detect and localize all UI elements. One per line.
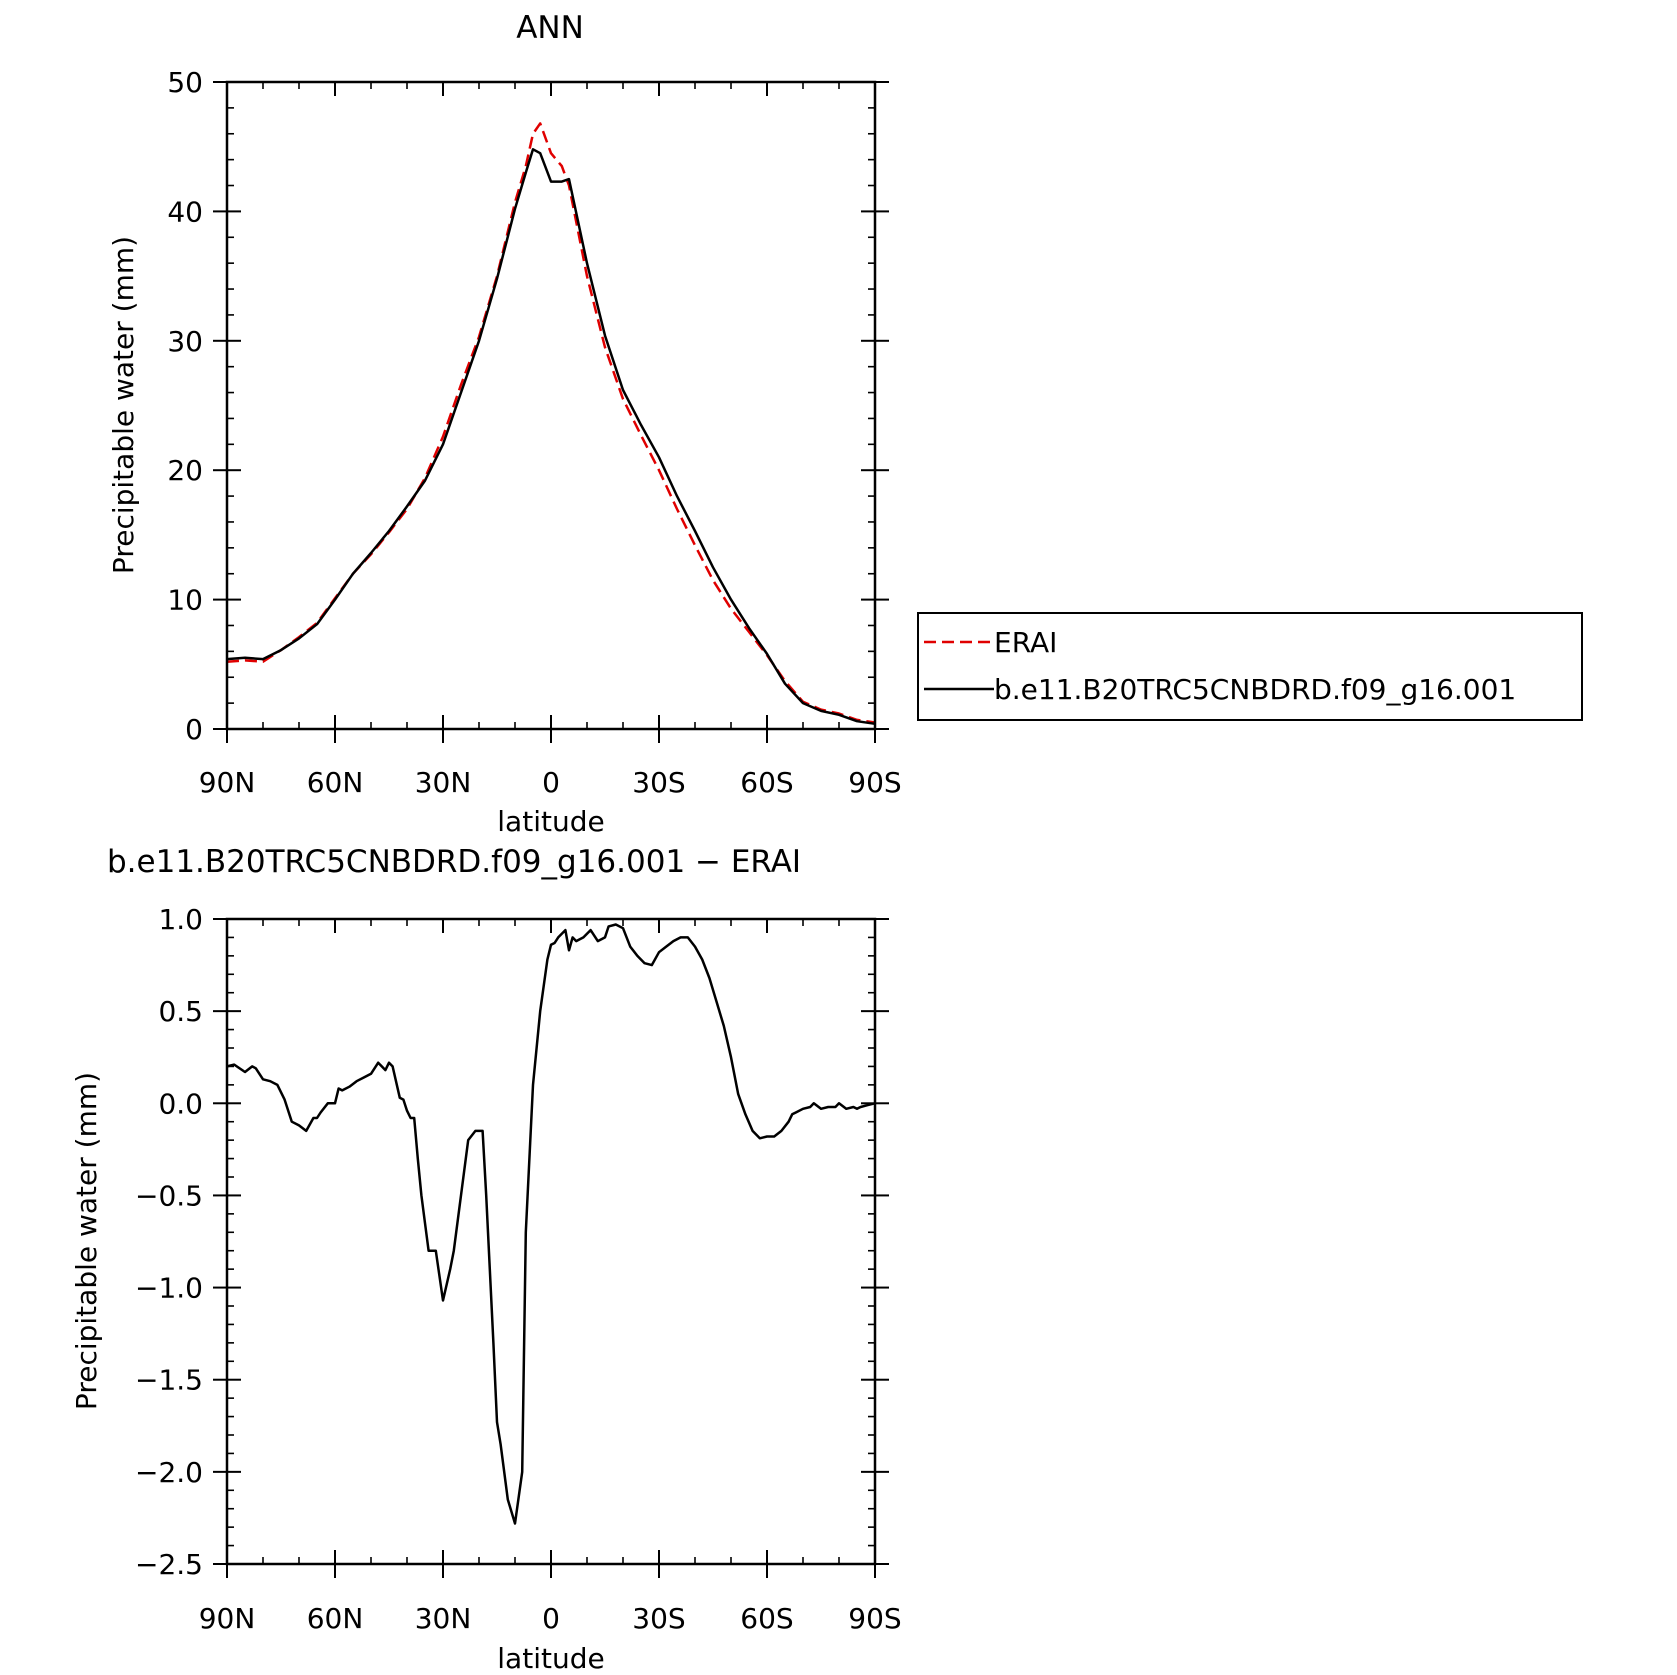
bottom-x-tick-label: 90S [848,1602,901,1635]
bottom-y-axis-label: Precipitable water (mm) [70,1072,103,1410]
top-x-tick-label: 30S [632,766,685,799]
top-y-tick-label: 10 [167,584,203,617]
legend-erai-label: ERAI [994,626,1057,659]
bottom-series-group [226,923,876,1525]
bottom-x-tick-label: 30S [632,1602,685,1635]
top-x-tick-label: 90N [199,766,256,799]
bottom-x-tick-label: 90N [199,1602,256,1635]
top-y-tick-labels: 0 10 20 30 40 50 [167,66,203,746]
top-x-tick-label: 60N [307,766,364,799]
bottom-y-tick-label: −2.0 [135,1456,203,1489]
top-series-line-model [226,148,876,726]
legend: ERAI b.e11.B20TRC5CNBDRD.f09_g16.001 [917,612,1583,721]
bottom-y-tick-label: 0.5 [158,995,203,1028]
bottom-series-line-model [226,923,876,1525]
top-series-group [226,122,876,726]
bottom-y-tick-label: −1.0 [135,1272,203,1305]
top-y-tick-label: 50 [167,66,203,99]
top-x-axis-label: latitude [497,805,604,838]
bottom-y-tick-label: −2.5 [135,1548,203,1581]
top-y-tick-label: 0 [185,713,203,746]
top-panel: ANN 90N 60N 30N 0 30S 60S 90S 0 10 20 30 40 50 lati… [107,10,902,838]
bottom-x-tick-label: 60N [307,1602,364,1635]
bottom-x-tick-label: 0 [542,1602,560,1635]
bottom-x-tick-labels: 90N 60N 30N 0 30S 60S 90S [199,1602,902,1635]
top-plot-frame [225,80,877,731]
bottom-x-axis-label: latitude [497,1642,604,1675]
bottom-y-tick-label: −0.5 [135,1179,203,1212]
top-y-tick-label: 20 [167,454,203,487]
bottom-y-tick-label: 0.0 [158,1087,203,1120]
top-x-tick-labels: 90N 60N 30N 0 30S 60S 90S [199,766,902,799]
top-x-tick-label: 30N [415,766,472,799]
bottom-plot-frame [225,917,877,1566]
bottom-chart-title: b.e11.B20TRC5CNBDRD.f09_g16.001 − ERAI [107,844,801,880]
legend-box [917,612,1583,721]
top-y-tick-label: 40 [167,195,203,228]
bottom-panel: b.e11.B20TRC5CNBDRD.f09_g16.001 − ERAI 9… [70,844,902,1675]
bottom-x-tick-label: 30N [415,1602,472,1635]
top-x-tick-label: 0 [542,766,560,799]
top-x-tick-label: 60S [740,766,793,799]
top-x-tick-label: 90S [848,766,901,799]
bottom-y-tick-labels: 1.0 0.5 0.0 −0.5 −1.0 −1.5 −2.0 −2.5 [135,903,203,1581]
bottom-x-tick-label: 60S [740,1602,793,1635]
bottom-y-tick-label: −1.5 [135,1364,203,1397]
top-chart-title: ANN [516,10,584,46]
top-y-axis-label: Precipitable water (mm) [107,236,140,574]
legend-model-label: b.e11.B20TRC5CNBDRD.f09_g16.001 [994,673,1516,706]
top-y-tick-label: 30 [167,325,203,358]
bottom-y-tick-label: 1.0 [158,903,203,936]
